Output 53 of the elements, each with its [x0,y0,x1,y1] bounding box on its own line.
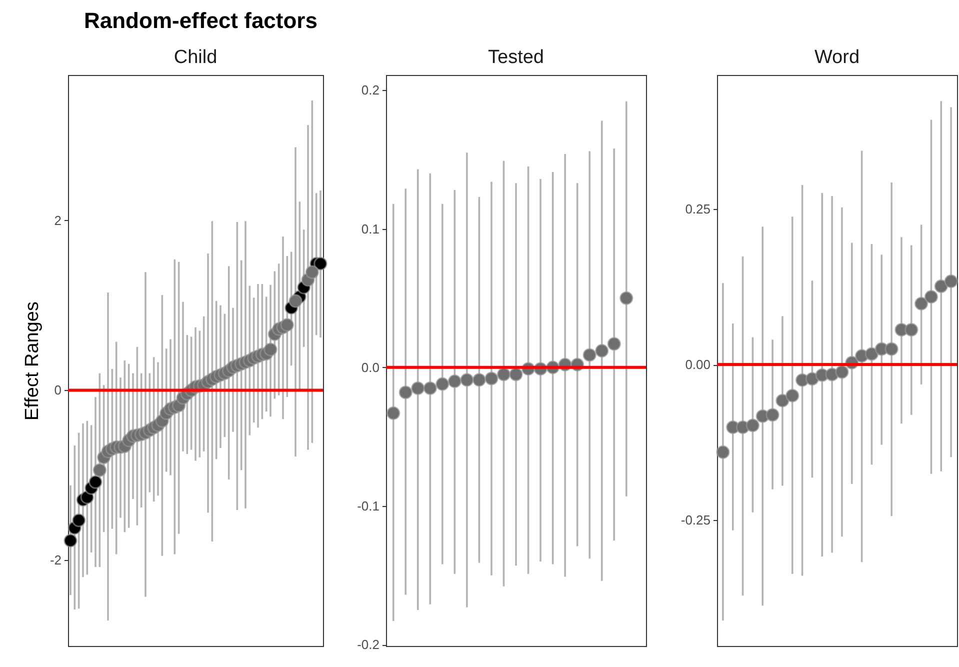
point [924,290,938,304]
point [934,279,948,294]
point [884,342,898,356]
point [582,348,596,362]
point [509,367,523,382]
y-tick-label: 0.2 [361,82,380,98]
point [72,513,86,528]
point [411,381,425,396]
point [264,342,278,356]
point [776,394,790,408]
point [436,377,450,391]
y-tick-label: -0.2 [357,637,380,652]
point [314,256,328,270]
chart-subtitle: Child [174,47,218,68]
point [472,373,486,387]
point [92,463,107,477]
point [594,344,609,358]
y-tick-label: -0.1 [357,498,380,514]
y-axis-title: Effect Ranges [22,301,43,421]
chart-subtitle: Word [814,47,860,68]
point [620,291,634,305]
point [288,294,302,308]
point [835,365,849,379]
y-tick-label: -2 [50,552,62,568]
point [786,388,800,402]
chart-title: Random-effect factors [84,8,318,34]
point [386,406,400,420]
point [423,381,438,396]
point [607,337,621,351]
point [944,274,958,288]
point [280,318,294,332]
y-tick-label: -0.25 [680,512,710,528]
point [496,367,511,382]
y-tick-label: 0.0 [361,360,380,375]
point [484,372,498,386]
point [398,386,412,400]
chart-subtitle: Tested [488,47,544,68]
point [904,322,918,337]
y-tick-label: 0.25 [685,202,710,217]
y-tick-label: 0.00 [685,357,710,372]
point [305,265,320,279]
point [716,445,730,460]
point [766,408,780,422]
y-tick-label: 0.1 [361,221,380,236]
point [448,374,462,388]
point [64,534,78,548]
point [914,296,928,311]
point [864,347,879,361]
point [88,475,102,489]
y-tick-label: 0 [54,382,62,398]
y-tick-label: 2 [54,212,62,228]
point [460,373,474,387]
point [746,418,760,432]
